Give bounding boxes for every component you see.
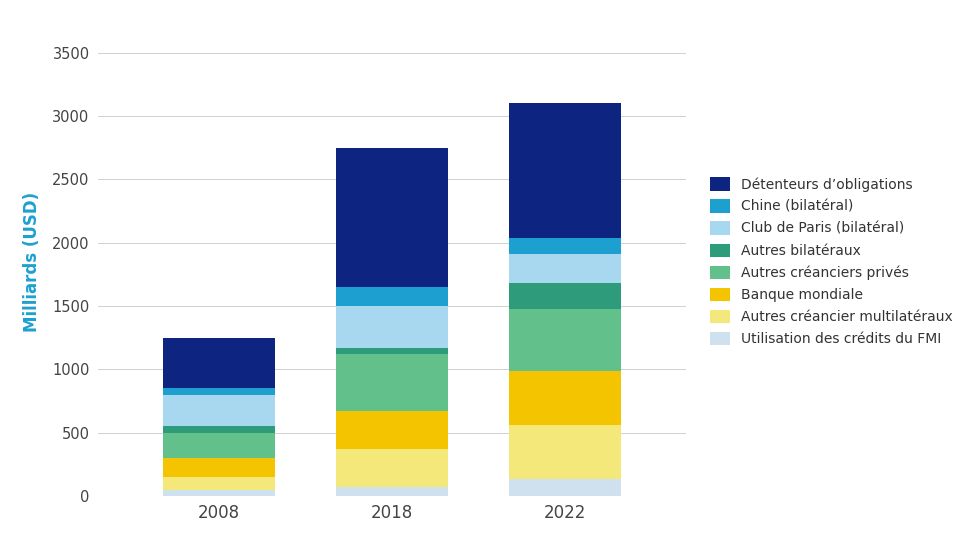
Bar (509, 309, 621, 371)
Bar (336, 348, 448, 354)
Bar (509, 254, 621, 283)
Bar (509, 104, 621, 237)
Bar (336, 449, 448, 487)
Bar (163, 433, 275, 458)
Bar (163, 388, 275, 395)
Bar (163, 338, 275, 388)
Legend: Détenteurs d’obligations, Chine (bilatéral), Club de Paris (bilatéral), Autres b: Détenteurs d’obligations, Chine (bilatér… (705, 172, 958, 352)
Bar (336, 148, 448, 287)
Bar (509, 237, 621, 254)
Bar (163, 426, 275, 433)
Bar (163, 458, 275, 477)
Bar (509, 371, 621, 425)
Bar (336, 306, 448, 348)
Bar (509, 479, 621, 496)
Bar (509, 425, 621, 479)
Bar (336, 411, 448, 449)
Bar (163, 490, 275, 496)
Bar (336, 487, 448, 496)
Bar (163, 395, 275, 426)
Bar (163, 477, 275, 490)
Y-axis label: Milliards (USD): Milliards (USD) (24, 192, 41, 332)
Bar (509, 283, 621, 309)
Bar (336, 287, 448, 306)
Bar (336, 354, 448, 411)
